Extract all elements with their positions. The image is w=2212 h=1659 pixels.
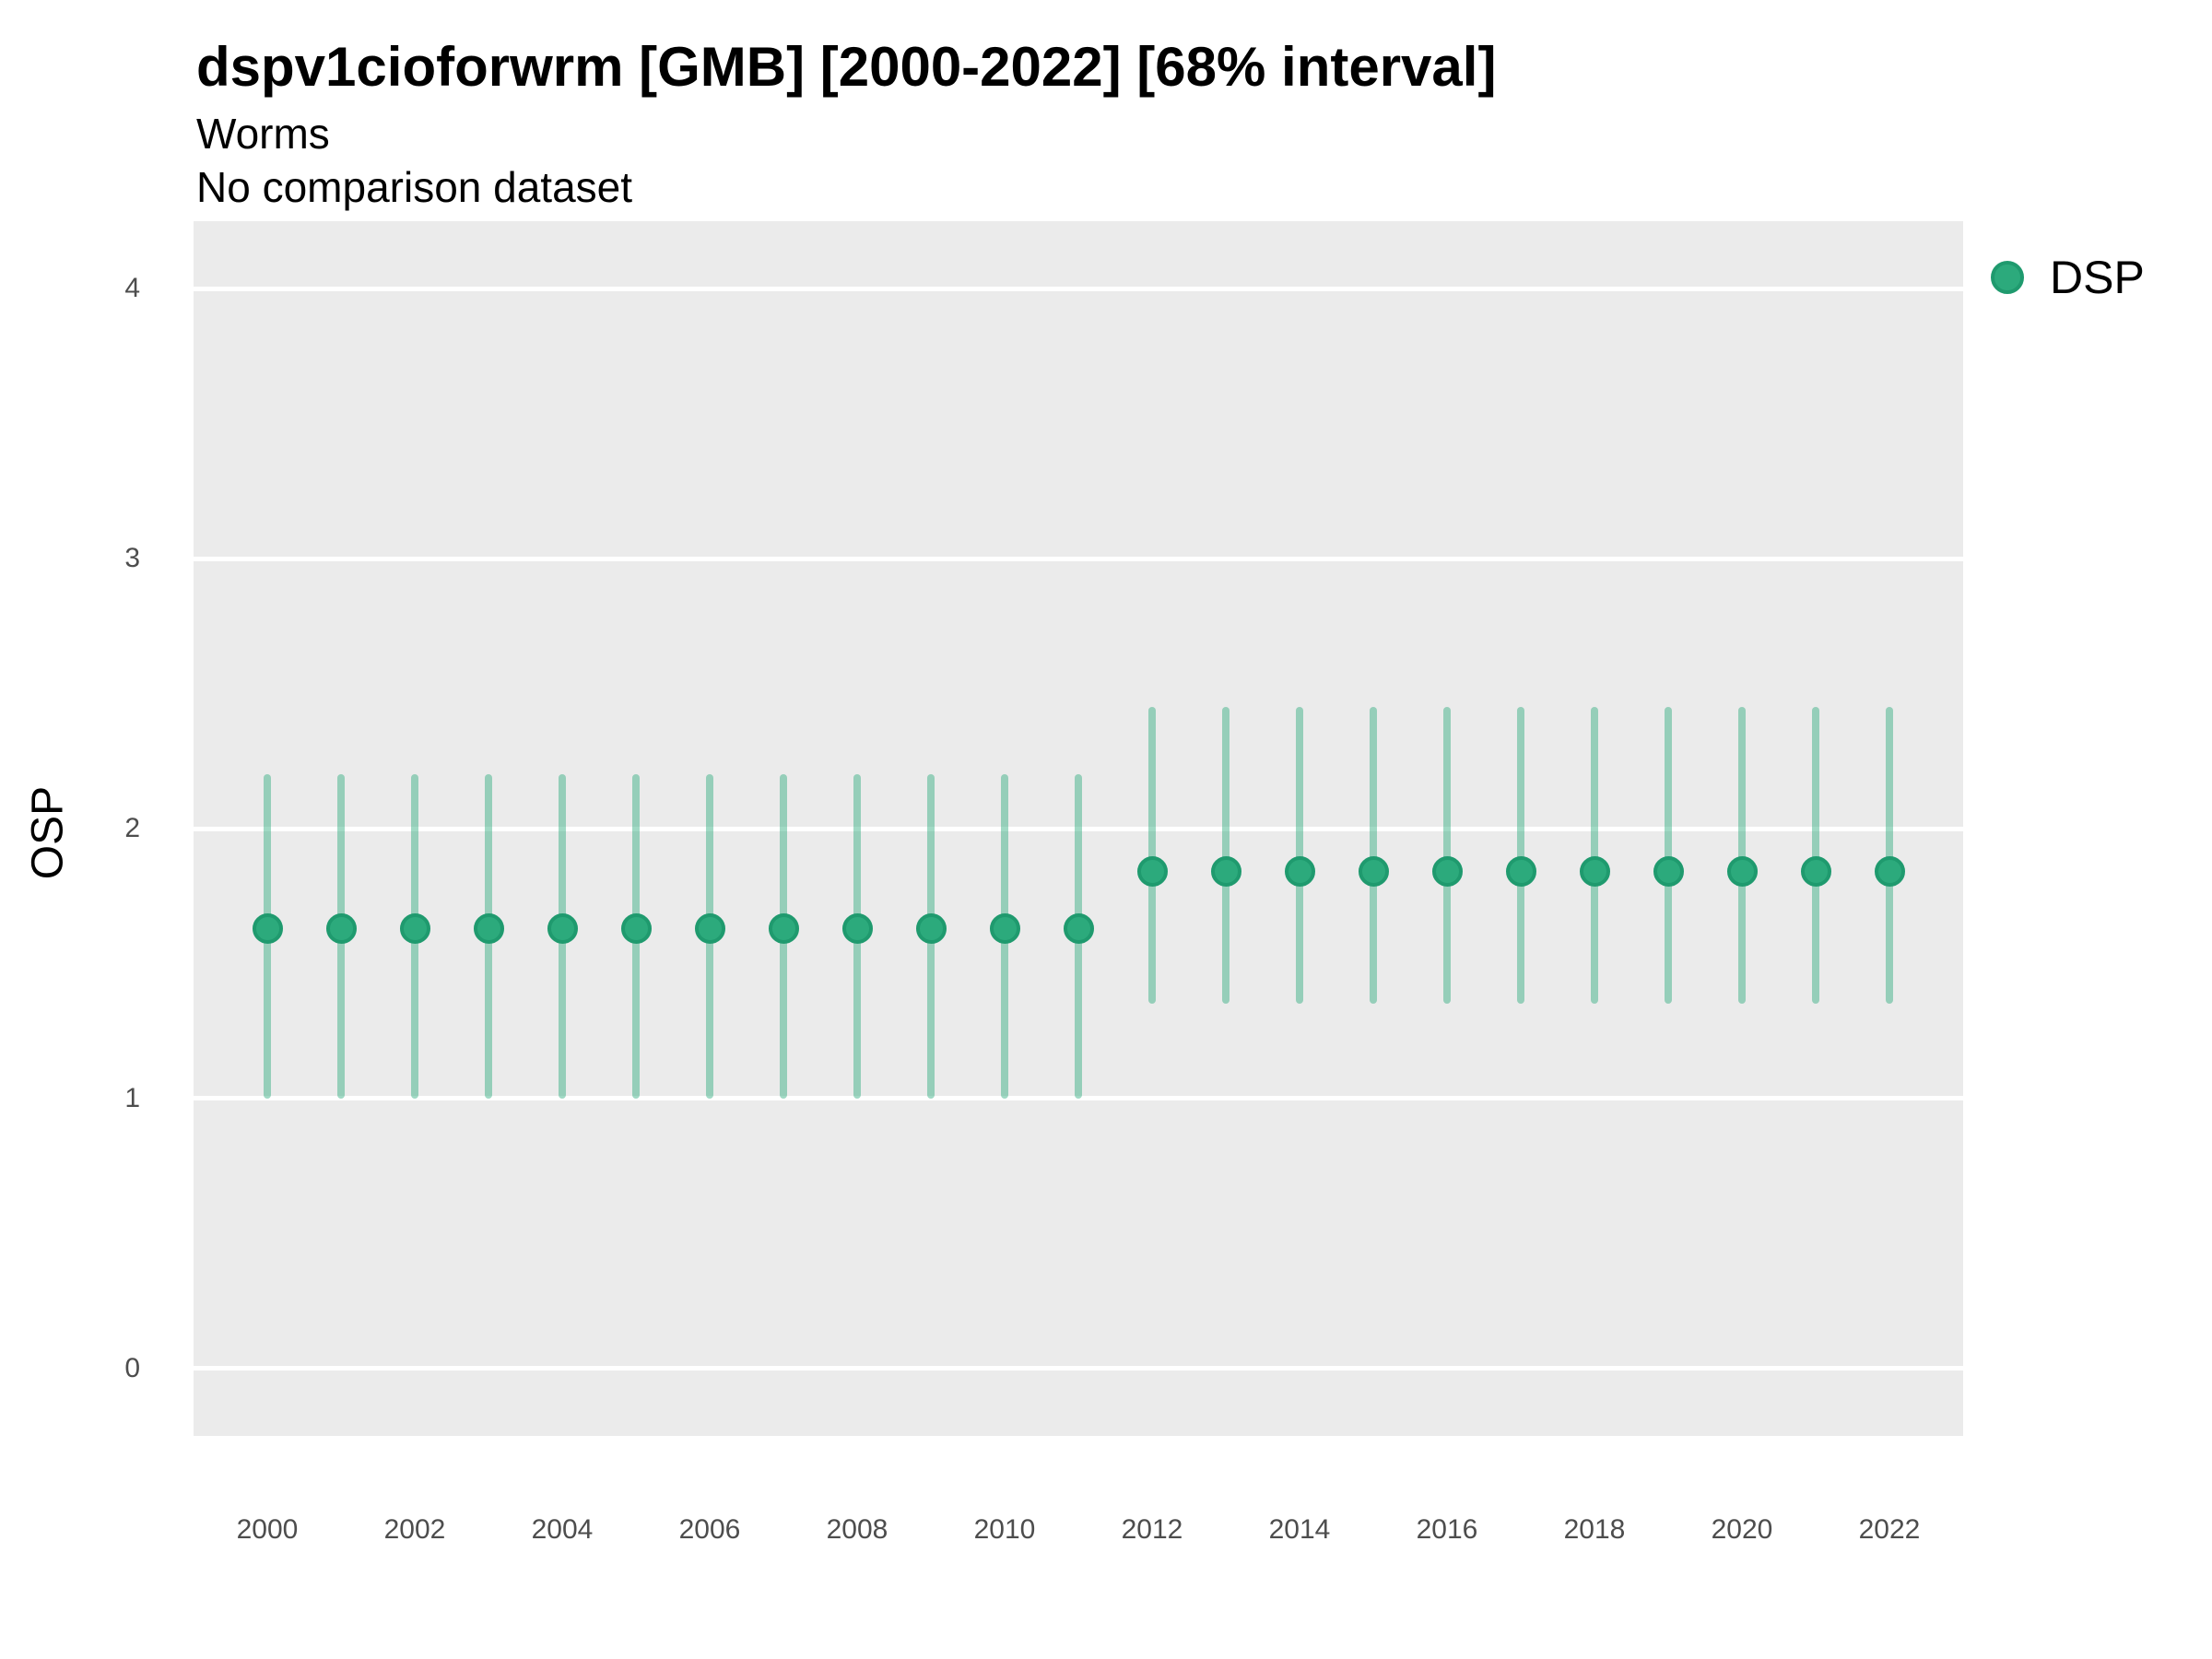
x-tick-label-2010: 2010 xyxy=(973,1514,1036,1545)
data-point-2012 xyxy=(1136,856,1168,888)
gridline-y-4 xyxy=(194,286,1963,291)
data-point-2000 xyxy=(252,912,283,944)
data-point-2013 xyxy=(1210,856,1241,888)
data-point-2009 xyxy=(915,912,947,944)
data-point-2021 xyxy=(1800,856,1831,888)
data-point-2008 xyxy=(841,912,873,944)
error-bar-2013 xyxy=(1222,707,1230,1005)
data-point-2018 xyxy=(1579,856,1610,888)
data-point-2010 xyxy=(989,912,1020,944)
chart-subtitle: Worms xyxy=(196,110,330,158)
data-point-2002 xyxy=(399,912,430,944)
data-point-2022 xyxy=(1874,856,1905,888)
data-point-2020 xyxy=(1726,856,1758,888)
error-bar-2016 xyxy=(1443,707,1451,1005)
x-tick-label-2004: 2004 xyxy=(531,1514,594,1545)
data-point-2006 xyxy=(694,912,725,944)
x-tick-label-2014: 2014 xyxy=(1268,1514,1331,1545)
y-tick-label-1: 1 xyxy=(124,1082,140,1113)
legend-dsp-label: DSP xyxy=(2050,252,2145,303)
gridline-y-3 xyxy=(194,556,1963,561)
data-point-2011 xyxy=(1063,912,1094,944)
x-tick-label-2006: 2006 xyxy=(678,1514,741,1545)
error-bar-2012 xyxy=(1148,707,1156,1005)
x-tick-label-2020: 2020 xyxy=(1711,1514,1773,1545)
x-tick-label-2002: 2002 xyxy=(383,1514,446,1545)
error-bar-2015 xyxy=(1370,707,1377,1005)
comparison-note: No comparison dataset xyxy=(196,163,633,211)
error-bar-2014 xyxy=(1296,707,1303,1005)
x-tick-label-2016: 2016 xyxy=(1416,1514,1478,1545)
data-point-2015 xyxy=(1358,856,1389,888)
legend: DSP xyxy=(1991,251,2145,304)
plot-panel xyxy=(194,221,1963,1436)
gridline-y-1 xyxy=(194,1096,1963,1101)
error-bar-2021 xyxy=(1812,707,1819,1005)
x-tick-label-2012: 2012 xyxy=(1121,1514,1183,1545)
data-point-2001 xyxy=(325,912,357,944)
y-tick-label-2: 2 xyxy=(124,813,140,843)
gridline-y-2 xyxy=(194,826,1963,831)
x-tick-label-2018: 2018 xyxy=(1563,1514,1626,1545)
error-bar-2019 xyxy=(1665,707,1672,1005)
data-point-2019 xyxy=(1653,856,1684,888)
y-tick-label-4: 4 xyxy=(124,273,140,304)
error-bar-2020 xyxy=(1738,707,1746,1005)
data-point-2014 xyxy=(1284,856,1315,888)
x-tick-label-2008: 2008 xyxy=(826,1514,888,1545)
x-tick-label-2022: 2022 xyxy=(1858,1514,1921,1545)
x-tick-label-2000: 2000 xyxy=(236,1514,299,1545)
data-point-2017 xyxy=(1505,856,1536,888)
error-bar-2018 xyxy=(1591,707,1598,1005)
data-point-2003 xyxy=(473,912,504,944)
y-tick-label-0: 0 xyxy=(124,1352,140,1383)
legend-dsp-dot-icon xyxy=(1991,261,2024,294)
error-bar-2022 xyxy=(1886,707,1893,1005)
data-point-2004 xyxy=(547,912,578,944)
chart-title: dspv1cioforwrm [GMB] [2000-2022] [68% in… xyxy=(196,36,1497,98)
y-tick-label-3: 3 xyxy=(124,543,140,574)
data-point-2005 xyxy=(620,912,652,944)
y-axis-title: OSP xyxy=(23,785,73,880)
gridline-y-0 xyxy=(194,1366,1963,1371)
error-bar-2017 xyxy=(1517,707,1524,1005)
data-point-2016 xyxy=(1431,856,1463,888)
data-point-2007 xyxy=(768,912,799,944)
